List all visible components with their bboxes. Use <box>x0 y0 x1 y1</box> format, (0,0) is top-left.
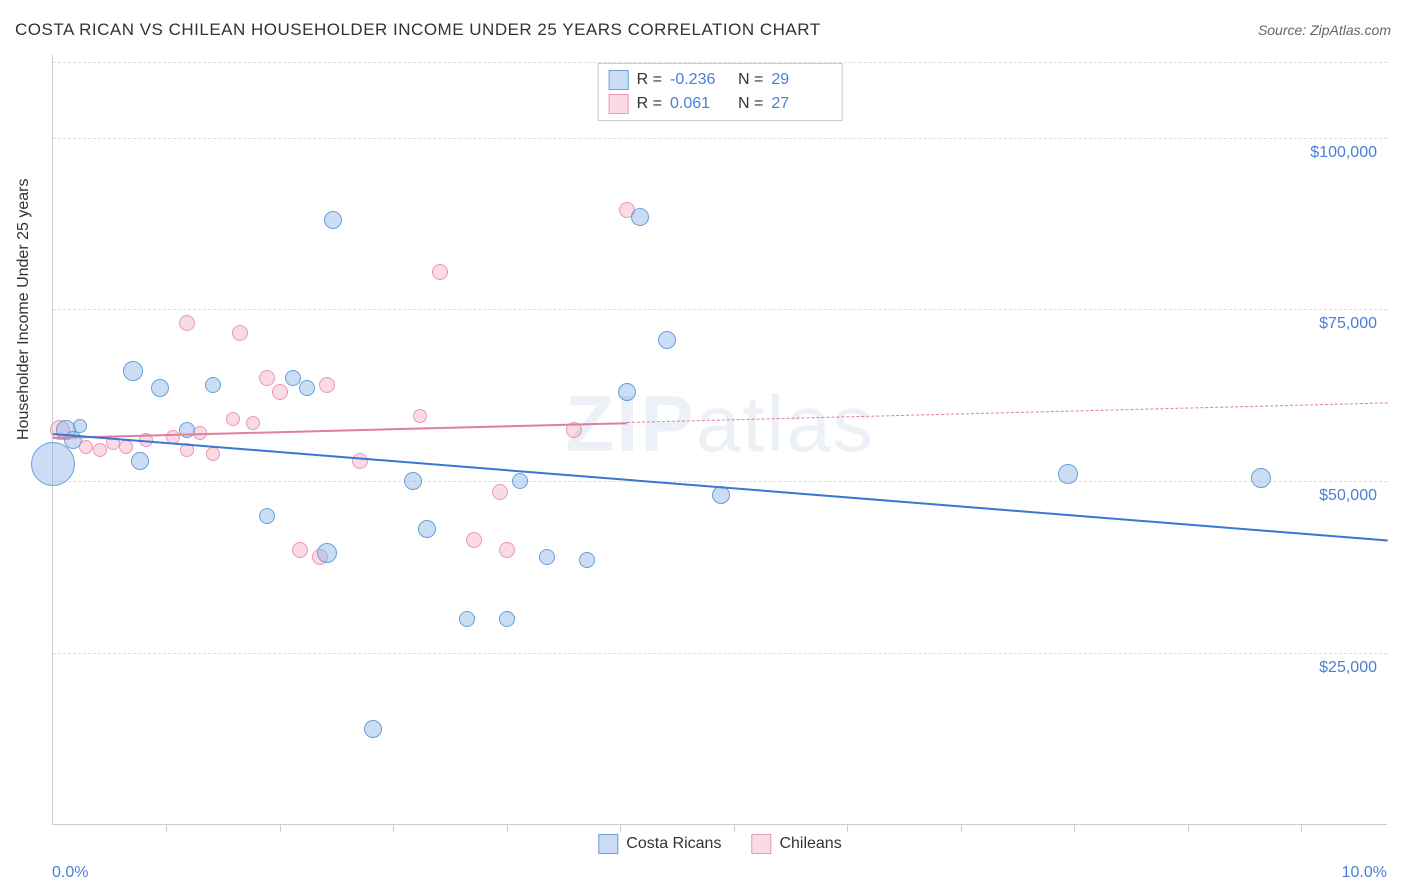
bubble-series-a <box>31 442 75 486</box>
bubble-series-a <box>131 452 149 470</box>
bubble-series-b <box>93 443 107 457</box>
bubble-series-a <box>259 508 275 524</box>
title-bar: COSTA RICAN VS CHILEAN HOUSEHOLDER INCOM… <box>15 20 1391 40</box>
x-tick <box>1301 824 1302 832</box>
chart-title: COSTA RICAN VS CHILEAN HOUSEHOLDER INCOM… <box>15 20 821 40</box>
chart-area: ZIPatlas $25,000$50,000$75,000$100,000 R… <box>52 55 1387 825</box>
y-axis-title: Householder Income Under 25 years <box>15 179 33 440</box>
x-tick <box>166 824 167 832</box>
series-a-label: Costa Ricans <box>626 835 721 853</box>
x-tick <box>961 824 962 832</box>
x-max-label: 10.0% <box>1342 864 1387 882</box>
grid-line <box>53 138 1387 139</box>
r-value: -0.236 <box>670 71 730 89</box>
trend-line-b-dashed <box>627 402 1388 423</box>
legend-series: Costa Ricans Chileans <box>598 834 841 854</box>
r-value: 0.061 <box>670 95 730 113</box>
bubble-series-b <box>119 440 133 454</box>
bubble-series-b <box>499 542 515 558</box>
n-label: N = <box>738 71 763 89</box>
x-tick <box>734 824 735 832</box>
bubble-series-a <box>459 611 475 627</box>
legend-series-b: Chileans <box>751 834 841 854</box>
series-a-swatch-icon <box>609 70 629 90</box>
bubble-series-a <box>658 331 676 349</box>
bubble-series-a <box>151 379 169 397</box>
bubble-series-b <box>492 484 508 500</box>
bubble-series-b <box>206 447 220 461</box>
r-label: R = <box>637 95 662 113</box>
bubble-series-a <box>205 377 221 393</box>
source-name: ZipAtlas.com <box>1310 22 1391 38</box>
y-tick-label: $25,000 <box>1319 659 1377 677</box>
bubble-series-a <box>364 720 382 738</box>
bubble-series-a <box>404 472 422 490</box>
bubble-series-a <box>539 549 555 565</box>
bubble-series-b <box>319 377 335 393</box>
series-a-swatch-icon <box>598 834 618 854</box>
bubble-series-a <box>618 383 636 401</box>
bubble-series-a <box>512 473 528 489</box>
x-tick <box>507 824 508 832</box>
legend-stats-row-a: R = -0.236 N = 29 <box>609 68 832 92</box>
x-tick <box>1074 824 1075 832</box>
bubble-series-b <box>179 315 195 331</box>
grid-line <box>53 653 1387 654</box>
y-tick-label: $50,000 <box>1319 487 1377 505</box>
x-tick <box>620 824 621 832</box>
n-value: 29 <box>771 71 831 89</box>
bubble-series-a <box>499 611 515 627</box>
trend-line-a-solid <box>53 433 1388 542</box>
bubble-series-a <box>631 208 649 226</box>
series-b-swatch-icon <box>609 94 629 114</box>
bubble-series-a <box>123 361 143 381</box>
x-axis-labels: 0.0% 10.0% <box>52 864 1387 882</box>
x-min-label: 0.0% <box>52 864 88 882</box>
legend-stats-row-b: R = 0.061 N = 27 <box>609 92 832 116</box>
bubble-series-b <box>352 453 368 469</box>
series-b-swatch-icon <box>751 834 771 854</box>
grid-line <box>53 309 1387 310</box>
series-b-label: Chileans <box>779 835 841 853</box>
bubble-series-b <box>413 409 427 423</box>
x-tick <box>393 824 394 832</box>
bubble-series-b <box>432 264 448 280</box>
bubble-series-b <box>259 370 275 386</box>
bubble-series-b <box>292 542 308 558</box>
x-tick <box>1188 824 1189 832</box>
x-tick <box>847 824 848 832</box>
bubble-series-b <box>232 325 248 341</box>
source-prefix: Source: <box>1258 22 1310 38</box>
trend-line-b-solid <box>53 422 627 439</box>
n-label: N = <box>738 95 763 113</box>
legend-stats: R = -0.236 N = 29 R = 0.061 N = 27 <box>598 63 843 121</box>
bubble-series-b <box>272 384 288 400</box>
bubble-series-a <box>324 211 342 229</box>
bubble-series-a <box>418 520 436 538</box>
r-label: R = <box>637 71 662 89</box>
bubble-series-a <box>317 543 337 563</box>
y-tick-label: $75,000 <box>1319 315 1377 333</box>
n-value: 27 <box>771 95 831 113</box>
watermark-light: atlas <box>696 379 875 468</box>
y-tick-label: $100,000 <box>1310 144 1377 162</box>
bubble-series-b <box>226 412 240 426</box>
bubble-series-a <box>299 380 315 396</box>
bubble-series-a <box>73 419 87 433</box>
bubble-series-b <box>246 416 260 430</box>
source-label: Source: ZipAtlas.com <box>1258 22 1391 38</box>
bubble-series-a <box>1058 464 1078 484</box>
legend-series-a: Costa Ricans <box>598 834 721 854</box>
bubble-series-a <box>1251 468 1271 488</box>
bubble-series-a <box>579 552 595 568</box>
bubble-series-b <box>466 532 482 548</box>
x-tick <box>280 824 281 832</box>
grid-line <box>53 481 1387 482</box>
